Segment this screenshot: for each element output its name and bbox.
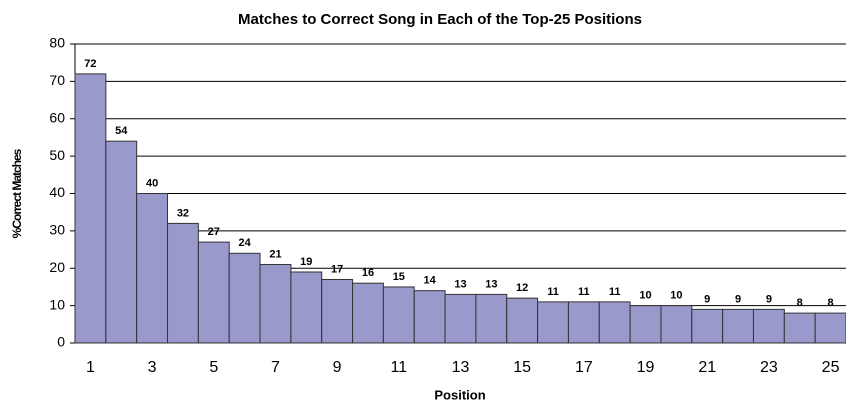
- y-axis-label: %Correct Matches: [10, 148, 24, 238]
- y-tick-label: 40: [49, 184, 65, 200]
- x-tick-label: 9: [333, 359, 342, 376]
- bar: [382, 286, 415, 344]
- bar: [290, 271, 323, 344]
- bar: [629, 305, 662, 344]
- bar: [444, 293, 477, 344]
- data-label: 54: [115, 125, 128, 137]
- data-label: 27: [208, 226, 220, 238]
- data-label: 15: [393, 271, 405, 283]
- x-tick-label: 23: [760, 359, 778, 376]
- data-label: 40: [146, 177, 158, 189]
- bar: [722, 308, 754, 344]
- data-label: 10: [639, 290, 651, 302]
- x-tick-label: 21: [698, 359, 716, 376]
- bar: [567, 301, 600, 344]
- data-label: 12: [516, 282, 528, 294]
- bar: [321, 278, 354, 344]
- data-label: 11: [547, 286, 559, 298]
- bar: [537, 301, 569, 344]
- y-tick-label: 60: [49, 109, 65, 125]
- x-tick-label: 15: [513, 359, 531, 376]
- data-label: 9: [704, 293, 710, 305]
- x-tick-label: 25: [822, 359, 840, 376]
- bar: [475, 293, 508, 344]
- bar: [783, 312, 816, 344]
- x-axis-label: Position: [434, 387, 485, 402]
- data-label: 19: [300, 256, 312, 268]
- bar: [660, 305, 693, 344]
- bar: [752, 308, 785, 344]
- data-label: 11: [609, 286, 621, 298]
- bar: [506, 297, 539, 344]
- x-tick-label: 3: [148, 359, 157, 376]
- x-tick-label: 17: [575, 359, 593, 376]
- bar: [74, 73, 107, 344]
- bar: [228, 252, 261, 344]
- data-label: 17: [331, 263, 343, 275]
- y-tick-label: 80: [49, 35, 65, 51]
- bar: [197, 241, 230, 344]
- y-tick-label: 20: [49, 259, 65, 275]
- bar: [691, 308, 724, 344]
- data-label: 9: [766, 293, 772, 305]
- x-tick-label: 19: [637, 359, 655, 376]
- x-tick-label: 7: [271, 359, 280, 376]
- data-label: 9: [735, 293, 741, 305]
- data-label: 14: [424, 275, 437, 287]
- x-tick-label: 1: [86, 359, 95, 376]
- y-tick-label: 30: [49, 222, 65, 238]
- y-tick-label: 50: [49, 147, 65, 163]
- x-tick-label: 5: [209, 359, 218, 376]
- bar: [814, 312, 846, 344]
- data-label: 11: [578, 286, 590, 298]
- y-tick-label: 10: [49, 296, 65, 312]
- data-label: 13: [485, 278, 497, 290]
- data-label: 8: [828, 297, 834, 309]
- y-tick-label: 70: [49, 72, 65, 88]
- x-tick-label: 13: [452, 359, 470, 376]
- data-label: 32: [177, 207, 189, 219]
- bar: [259, 264, 292, 344]
- bar: [598, 301, 631, 344]
- bar: [352, 282, 384, 344]
- bar: [136, 193, 169, 344]
- data-label: 16: [362, 267, 374, 279]
- data-label: 24: [238, 237, 251, 249]
- chart-title: Matches to Correct Song in Each of the T…: [238, 11, 642, 28]
- bar: [413, 290, 446, 344]
- bar: [105, 140, 138, 344]
- data-label: 13: [454, 278, 466, 290]
- data-label: 72: [84, 58, 96, 70]
- x-tick-label: 11: [391, 359, 408, 376]
- y-tick-label: 0: [57, 334, 65, 350]
- data-label: 10: [670, 290, 682, 302]
- bar: [167, 222, 199, 344]
- data-label: 21: [269, 248, 281, 260]
- data-label: 8: [797, 297, 803, 309]
